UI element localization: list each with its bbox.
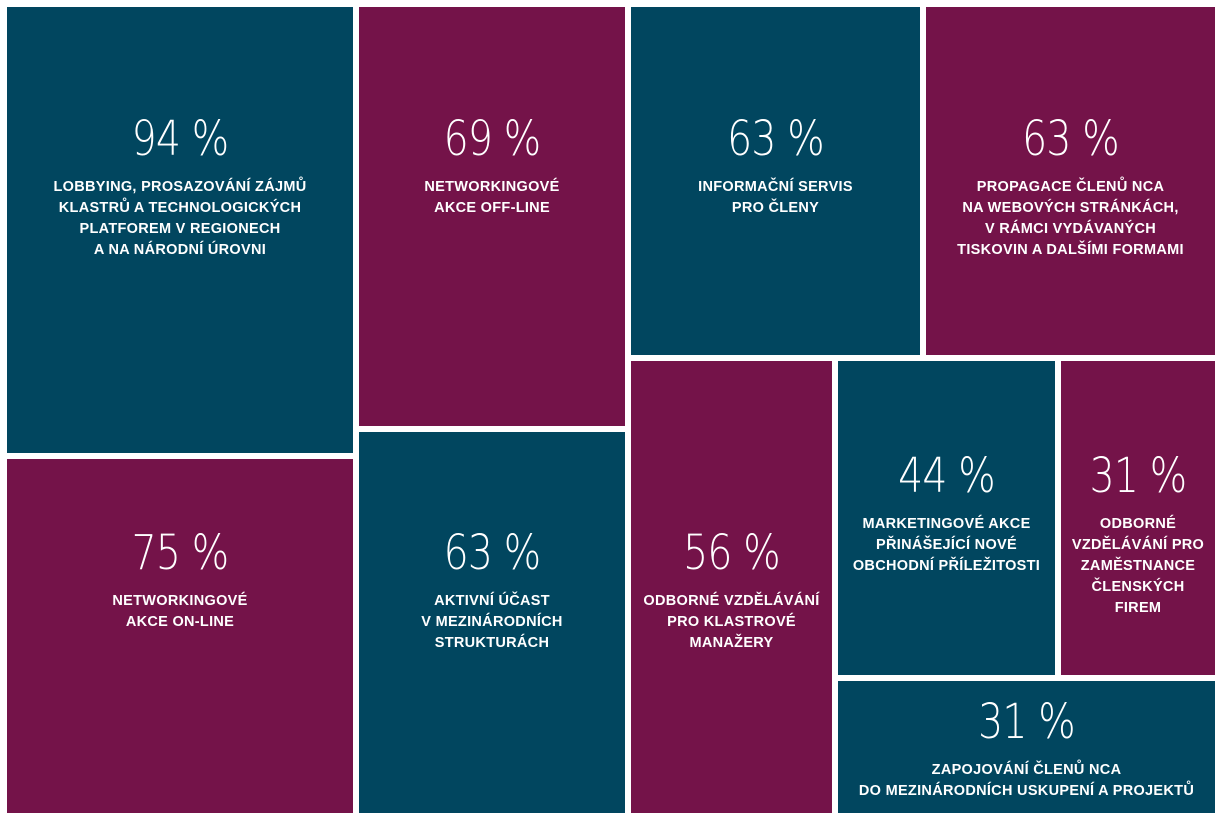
treemap-tile: 63 % PROPAGACE ČLENŮ NCA NA WEBOVÝCH STRÁ… — [926, 7, 1215, 355]
treemap-tile: 56 % ODBORNÉ VZDĚLÁVÁNÍ PRO KLASTROVÉ MAN… — [631, 361, 832, 813]
tile-percentage: 44 % — [898, 448, 996, 504]
tile-percentage: 69 % — [443, 111, 542, 167]
tile-label: NETWORKINGOVÉ AKCE OFF-LINE — [424, 179, 560, 216]
treemap-tile: 94 % LOBBYING, PROSAZOVÁNÍ ZÁJMŮ KLASTRŮ … — [7, 7, 353, 453]
tile-percentage: 63 % — [727, 111, 825, 167]
tile-label: LOBBYING, PROSAZOVÁNÍ ZÁJMŮ KLASTRŮ A TE… — [53, 179, 307, 258]
tile-percentage: 31 % — [1089, 448, 1188, 504]
tile-label: MARKETINGOVÉ AKCE PŘINÁŠEJÍCÍ NOVÉ OBCHO… — [852, 516, 1041, 574]
tile-label: INFORMAČNÍ SERVIS PRO ČLENY — [698, 179, 853, 216]
tile-percentage: 63 % — [1022, 111, 1120, 167]
tile-percentage: 75 % — [131, 525, 230, 581]
treemap-tile: 63 % AKTIVNÍ ÚČAST V MEZINÁRODNÍCH STRUKT… — [359, 432, 625, 813]
tile-label: AKTIVNÍ ÚČAST V MEZINÁRODNÍCH STRUKTURÁC… — [421, 593, 563, 651]
treemap-tile: 69 % NETWORKINGOVÉ AKCE OFF-LINE — [359, 7, 625, 426]
tile-percentage: 31 % — [978, 694, 1076, 750]
tile-percentage: 63 % — [443, 525, 542, 581]
treemap-tile: 44 % MARKETINGOVÉ AKCE PŘINÁŠEJÍCÍ NOVÉ O… — [838, 361, 1055, 675]
tile-label: ZAPOJOVÁNÍ ČLENŮ NCA DO MEZINÁRODNÍCH US… — [858, 762, 1195, 799]
treemap-tile: 31 % ZAPOJOVÁNÍ ČLENŮ NCA DO MEZINÁRODNÍC… — [838, 681, 1215, 813]
tile-percentage: 56 % — [683, 525, 781, 581]
treemap-tile: 75 % NETWORKINGOVÉ AKCE ON-LINE — [7, 459, 353, 813]
treemap-tile: 31 % ODBORNÉ VZDĚLÁVÁNÍ PRO ZAMĚSTNANCE Č… — [1061, 361, 1215, 675]
tile-percentage: 94 % — [131, 111, 230, 167]
tile-label: PROPAGACE ČLENŮ NCA NA WEBOVÝCH STRÁNKÁC… — [957, 179, 1184, 258]
treemap-tile: 63 % INFORMAČNÍ SERVIS PRO ČLENY — [631, 7, 920, 355]
tile-label: ODBORNÉ VZDĚLÁVÁNÍ PRO ZAMĚSTNANCE ČLENS… — [1071, 516, 1205, 616]
tile-label: NETWORKINGOVÉ AKCE ON-LINE — [112, 593, 248, 630]
tile-label: ODBORNÉ VZDĚLÁVÁNÍ PRO KLASTROVÉ MANAŽER… — [643, 593, 820, 651]
